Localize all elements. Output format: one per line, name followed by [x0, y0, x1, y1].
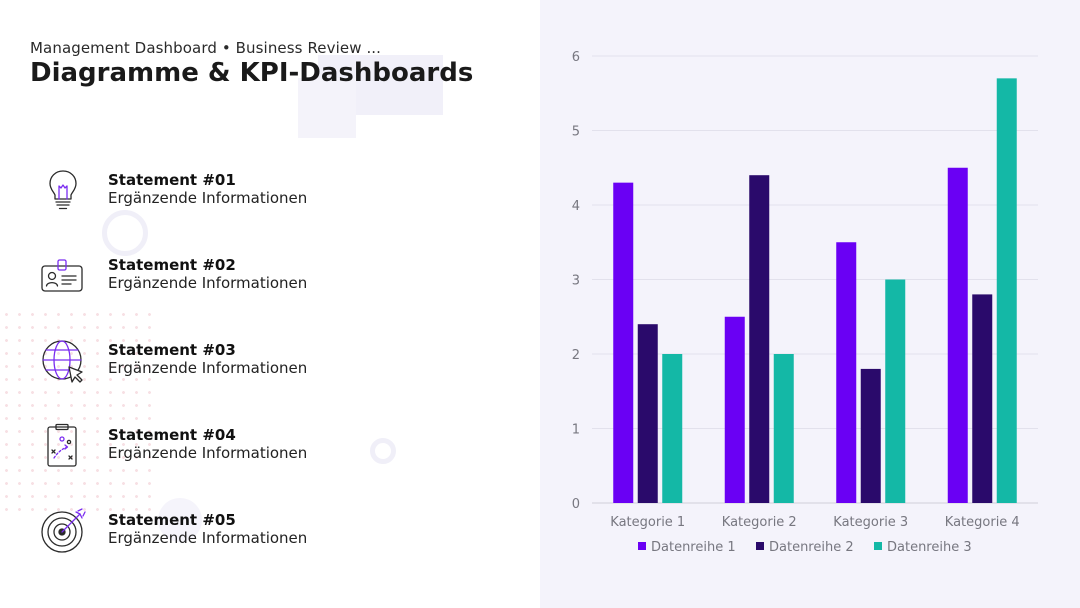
statement-item: Statement #01 Ergänzende Informationen [40, 168, 460, 218]
y-tick-label: 3 [572, 274, 580, 289]
bar [749, 175, 770, 503]
y-tick-label: 2 [572, 348, 580, 363]
statement-info: Ergänzende Informationen [108, 189, 308, 207]
statement-info: Ergänzende Informationen [108, 359, 308, 377]
statement-info: Ergänzende Informationen [108, 274, 308, 292]
bar [773, 354, 794, 503]
y-tick-label: 1 [572, 423, 580, 438]
legend-label: Datenreihe 1 [651, 540, 736, 555]
x-tick-label: Kategorie 2 [722, 515, 797, 530]
y-tick-label: 5 [572, 125, 580, 140]
bar-chart: 0 1 2 3 4 5 6 Kategorie 1 Kategorie 2 Kategorie … [572, 50, 1038, 555]
statement-title: Statement #04 [108, 426, 236, 444]
bar [724, 316, 745, 503]
statement-info: Ergänzende Informationen [108, 529, 308, 547]
decorative-dot-pattern [0, 308, 160, 518]
x-tick-label: Kategorie 1 [610, 515, 685, 530]
bar [972, 294, 993, 503]
bar [662, 354, 683, 503]
y-tick-label: 4 [572, 199, 580, 214]
decorative-ring [370, 438, 396, 464]
slide-subtitle: Management Dashboard • Business Review .… [30, 39, 382, 57]
statement-title: Statement #05 [108, 511, 236, 529]
statement-item: Statement #05 Ergänzende Informationen [40, 508, 460, 558]
x-tick-label: Kategorie 4 [945, 515, 1020, 530]
legend-label: Datenreihe 2 [769, 540, 854, 555]
legend-swatch [874, 542, 882, 550]
bar [885, 279, 906, 503]
id-badge-icon [40, 253, 86, 299]
bar [836, 242, 857, 503]
bar [613, 182, 634, 503]
lightbulb-icon [40, 168, 86, 214]
statement-info: Ergänzende Informationen [108, 444, 308, 462]
bar [947, 167, 968, 503]
statement-title: Statement #02 [108, 256, 236, 274]
statement-item: Statement #04 Ergänzende Informationen [40, 423, 460, 473]
y-tick-label: 0 [572, 497, 580, 512]
x-tick-label: Kategorie 3 [833, 515, 908, 530]
legend-swatch [756, 542, 764, 550]
statement-title: Statement #03 [108, 341, 236, 359]
legend-label: Datenreihe 3 [887, 540, 972, 555]
y-tick-label: 6 [572, 50, 580, 65]
globe-cursor-icon [40, 338, 86, 384]
legend-swatch [638, 542, 646, 550]
decorative-circle [158, 498, 202, 542]
target-icon [40, 508, 86, 554]
decorative-ring [102, 210, 148, 256]
statement-item: Statement #02 Ergänzende Informationen [40, 253, 460, 303]
slide-title: Diagramme & KPI-Dashboards [30, 58, 474, 88]
bar [637, 324, 658, 503]
tactics-clipboard-icon [40, 423, 86, 469]
decorative-rectangle [298, 78, 356, 138]
bar [860, 368, 881, 503]
statement-item: Statement #03 Ergänzende Informationen [40, 338, 460, 388]
bar [996, 78, 1017, 503]
statement-title: Statement #01 [108, 171, 236, 189]
